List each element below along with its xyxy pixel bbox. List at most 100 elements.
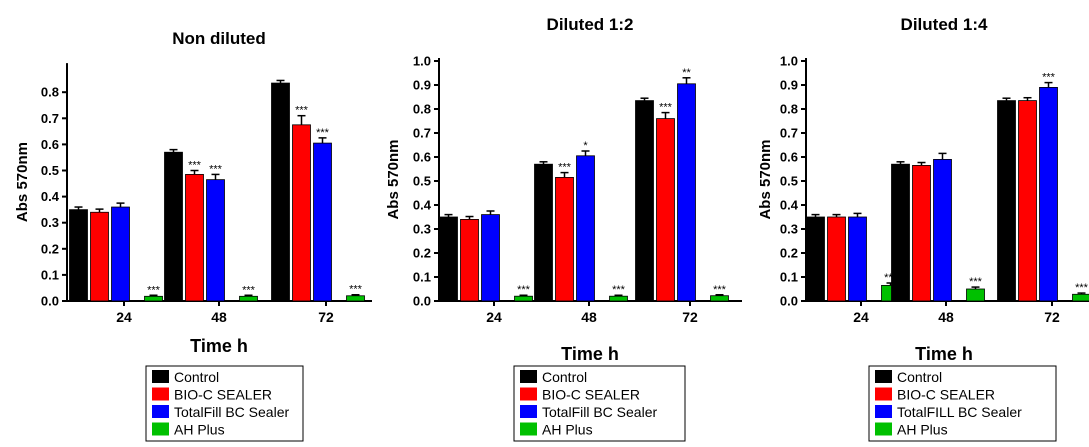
y-tick-label: 0.2: [413, 246, 431, 261]
y-tick-label: 0.5: [413, 174, 431, 189]
bar: [657, 119, 675, 301]
y-tick-label: 0.1: [780, 270, 798, 285]
chart-panel-2: Diluted 1:20.00.10.20.30.40.50.60.70.80.…: [385, 15, 742, 441]
bar: [314, 143, 332, 301]
chart-title: Diluted 1:4: [901, 15, 988, 34]
bar: [967, 289, 985, 301]
legend-swatch: [875, 388, 892, 401]
legend-swatch: [152, 370, 169, 383]
bar: [1040, 87, 1058, 301]
y-tick-label: 0.3: [413, 222, 431, 237]
bar: [577, 156, 595, 301]
bar: [145, 296, 163, 301]
x-tick-label: 72: [1044, 309, 1060, 325]
x-axis-label: Time h: [190, 336, 248, 356]
y-tick-label: 0.0: [41, 294, 59, 309]
bar: [828, 217, 846, 301]
y-axis-label: Abs 570nm: [757, 139, 774, 219]
bar: [913, 165, 931, 301]
significance-label: ***: [295, 105, 309, 117]
legend-swatch: [875, 370, 892, 383]
legend-label: AH Plus: [174, 422, 225, 438]
y-tick-label: 1.0: [780, 54, 798, 69]
bar: [70, 210, 88, 301]
bar: [293, 125, 311, 301]
legend-swatch: [152, 423, 169, 436]
chart-panel-1: Non diluted0.00.10.20.30.40.50.60.70.8Ab…: [14, 29, 372, 441]
bar: [165, 152, 183, 301]
significance-label: ***: [147, 284, 161, 296]
bar: [1073, 294, 1089, 301]
legend-label: TotalFILL BC Sealer: [897, 404, 1022, 420]
bar: [934, 159, 952, 301]
legend-label: BIO-C SEALER: [174, 387, 272, 403]
legend-label: TotalFill BC Sealer: [542, 404, 657, 420]
y-tick-label: 0.3: [780, 222, 798, 237]
significance-label: ***: [612, 284, 626, 296]
legend-swatch: [520, 388, 537, 401]
y-tick-label: 0.6: [41, 137, 59, 152]
significance-label: ***: [517, 284, 531, 296]
legend-label: Control: [897, 369, 942, 385]
y-tick-label: 0.6: [780, 150, 798, 165]
bar: [112, 207, 130, 301]
y-tick-label: 0.5: [780, 174, 798, 189]
bar: [240, 296, 258, 301]
y-tick-label: 0.4: [413, 198, 432, 213]
bar: [347, 296, 365, 301]
bar: [535, 164, 553, 301]
legend-label: AH Plus: [542, 422, 593, 438]
x-tick-label: 24: [853, 309, 869, 325]
x-axis-label: Time h: [561, 344, 619, 364]
chart-title: Diluted 1:2: [547, 15, 634, 34]
significance-label: ***: [242, 284, 256, 296]
x-tick-label: 48: [938, 309, 954, 325]
chart-panel-3: Diluted 1:40.00.10.20.30.40.50.60.70.80.…: [757, 15, 1089, 441]
significance-label: **: [682, 67, 691, 79]
bar: [91, 212, 109, 301]
significance-label: ***: [969, 276, 983, 288]
bar: [440, 217, 458, 301]
y-tick-label: 0.5: [41, 163, 59, 178]
bar: [678, 84, 696, 301]
bar: [1019, 101, 1037, 301]
bar: [272, 83, 290, 301]
legend-label: AH Plus: [897, 422, 948, 438]
chart-title: Non diluted: [172, 29, 265, 48]
significance-label: ***: [188, 160, 202, 172]
bar: [807, 217, 825, 301]
significance-label: *: [583, 140, 588, 152]
y-tick-label: 0.0: [780, 294, 798, 309]
x-tick-label: 48: [211, 309, 227, 325]
x-tick-label: 24: [486, 309, 502, 325]
y-axis-label: Abs 570nm: [385, 139, 402, 219]
legend-label: BIO-C SEALER: [897, 387, 995, 403]
bar: [482, 215, 500, 301]
bar: [461, 219, 479, 301]
y-tick-label: 0.8: [780, 102, 798, 117]
legend-swatch: [875, 423, 892, 436]
y-tick-label: 0.9: [413, 78, 431, 93]
significance-label: ***: [558, 162, 572, 174]
y-axis-label: Abs 570nm: [14, 142, 31, 222]
significance-label: ***: [209, 163, 223, 175]
bar: [556, 177, 574, 301]
y-tick-label: 0.3: [41, 215, 59, 230]
legend-swatch: [875, 405, 892, 418]
legend-swatch: [520, 370, 537, 383]
x-tick-label: 72: [682, 309, 698, 325]
legend-swatch: [152, 405, 169, 418]
y-tick-label: 0.2: [41, 241, 59, 256]
y-tick-label: 1.0: [413, 54, 431, 69]
x-tick-label: 24: [116, 309, 132, 325]
y-tick-label: 0.8: [41, 85, 59, 100]
y-tick-label: 0.4: [780, 198, 799, 213]
y-tick-label: 0.7: [413, 126, 431, 141]
bar: [610, 296, 628, 301]
significance-label: ***: [713, 284, 727, 296]
bar: [186, 174, 204, 301]
